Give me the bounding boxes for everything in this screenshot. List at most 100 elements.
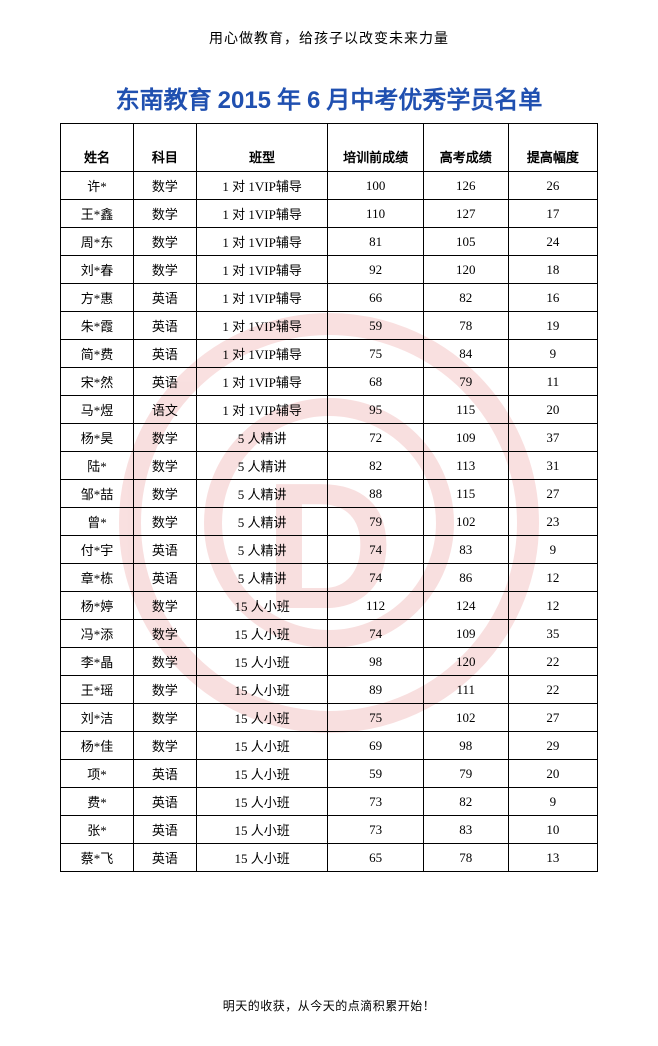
table-cell: 78 [423,844,508,872]
table-cell: 126 [423,172,508,200]
table-cell: 83 [423,816,508,844]
table-cell: 15 人小班 [196,620,328,648]
table-cell: 数学 [133,704,196,732]
table-cell: 22 [508,648,597,676]
table-cell: 1 对 1VIP辅导 [196,340,328,368]
table-header-row: 姓名 科目 班型 培训前成绩 高考成绩 提高幅度 [61,124,598,172]
table-row: 蔡*飞英语15 人小班657813 [61,844,598,872]
col-before-score: 培训前成绩 [328,124,423,172]
table-row: 曾*数学5 人精讲7910223 [61,508,598,536]
table-row: 陆*数学5 人精讲8211331 [61,452,598,480]
table-cell: 5 人精讲 [196,536,328,564]
table-cell: 113 [423,452,508,480]
table-cell: 周*东 [61,228,134,256]
table-row: 费*英语15 人小班73829 [61,788,598,816]
table-cell: 92 [328,256,423,284]
table-cell: 20 [508,760,597,788]
table-cell: 曾* [61,508,134,536]
table-cell: 115 [423,480,508,508]
table-cell: 1 对 1VIP辅导 [196,396,328,424]
table-cell: 数学 [133,620,196,648]
table-row: 项*英语15 人小班597920 [61,760,598,788]
table-row: 章*栋英语5 人精讲748612 [61,564,598,592]
table-cell: 86 [423,564,508,592]
table-cell: 59 [328,312,423,340]
table-row: 杨*婷数学15 人小班11212412 [61,592,598,620]
col-subject: 科目 [133,124,196,172]
table-cell: 数学 [133,256,196,284]
table-cell: 数学 [133,732,196,760]
table-cell: 81 [328,228,423,256]
table-cell: 付*宇 [61,536,134,564]
table-cell: 24 [508,228,597,256]
table-cell: 79 [328,508,423,536]
table-cell: 15 人小班 [196,760,328,788]
table-row: 冯*添数学15 人小班7410935 [61,620,598,648]
table-row: 周*东数学1 对 1VIP辅导8110524 [61,228,598,256]
table-cell: 109 [423,620,508,648]
table-cell: 1 对 1VIP辅导 [196,284,328,312]
table-cell: 方*惠 [61,284,134,312]
table-cell: 73 [328,816,423,844]
table-cell: 5 人精讲 [196,480,328,508]
table-cell: 27 [508,480,597,508]
table-cell: 13 [508,844,597,872]
table-cell: 英语 [133,564,196,592]
table-cell: 1 对 1VIP辅导 [196,256,328,284]
table-row: 王*鑫数学1 对 1VIP辅导11012717 [61,200,598,228]
table-row: 王*瑶数学15 人小班8911122 [61,676,598,704]
table-cell: 刘*春 [61,256,134,284]
title-month: 6 [307,87,320,114]
table-cell: 65 [328,844,423,872]
table-cell: 37 [508,424,597,452]
col-class-type: 班型 [196,124,328,172]
col-name: 姓名 [61,124,134,172]
table-row: 刘*春数学1 对 1VIP辅导9212018 [61,256,598,284]
table-row: 付*宇英语5 人精讲74839 [61,536,598,564]
table-cell: 20 [508,396,597,424]
title-year: 2015 [218,87,271,114]
table-row: 邹*喆数学5 人精讲8811527 [61,480,598,508]
table-row: 杨*昊数学5 人精讲7210937 [61,424,598,452]
table-cell: 语文 [133,396,196,424]
table-cell: 59 [328,760,423,788]
table-cell: 英语 [133,284,196,312]
table-cell: 1 对 1VIP辅导 [196,312,328,340]
table-cell: 英语 [133,788,196,816]
table-cell: 72 [328,424,423,452]
table-cell: 数学 [133,648,196,676]
table-cell: 105 [423,228,508,256]
table-cell: 简*费 [61,340,134,368]
table-cell: 1 对 1VIP辅导 [196,368,328,396]
table-row: 朱*霞英语1 对 1VIP辅导597819 [61,312,598,340]
table-cell: 宋*然 [61,368,134,396]
table-cell: 112 [328,592,423,620]
table-cell: 18 [508,256,597,284]
table-cell: 82 [423,788,508,816]
table-cell: 陆* [61,452,134,480]
title-mid: 年 [271,88,307,114]
table-cell: 5 人精讲 [196,452,328,480]
table-cell: 15 人小班 [196,844,328,872]
table-cell: 120 [423,256,508,284]
table-cell: 数学 [133,676,196,704]
table-cell: 刘*洁 [61,704,134,732]
table-cell: 115 [423,396,508,424]
table-cell: 69 [328,732,423,760]
table-cell: 朱*霞 [61,312,134,340]
table-cell: 66 [328,284,423,312]
table-cell: 蔡*飞 [61,844,134,872]
table-cell: 杨*佳 [61,732,134,760]
table-row: 杨*佳数学15 人小班699829 [61,732,598,760]
table-cell: 26 [508,172,597,200]
table-cell: 68 [328,368,423,396]
table-cell: 78 [423,312,508,340]
table-cell: 数学 [133,172,196,200]
table-cell: 79 [423,760,508,788]
table-cell: 109 [423,424,508,452]
page-footer-slogan: 明天的收获，从今天的点滴积累开始！ [0,997,658,1014]
table-cell: 王*鑫 [61,200,134,228]
table-cell: 73 [328,788,423,816]
table-cell: 83 [423,536,508,564]
table-cell: 英语 [133,368,196,396]
